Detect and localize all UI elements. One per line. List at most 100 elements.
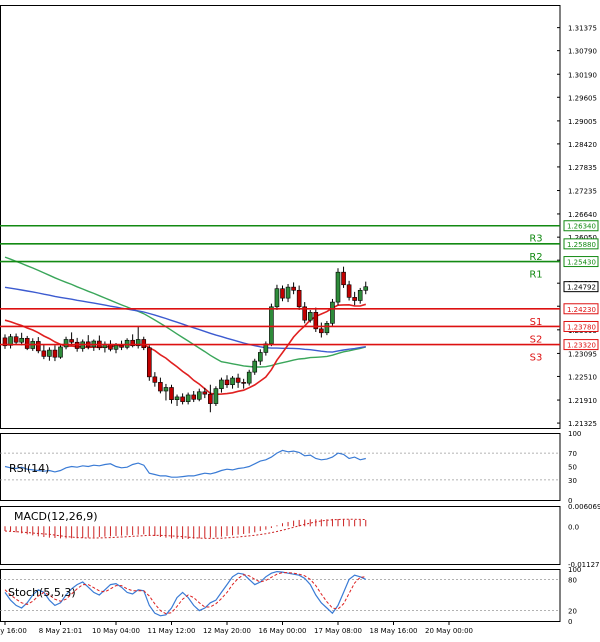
candle-body	[2, 337, 8, 347]
panel-frame-macd	[0, 506, 561, 565]
candle-body	[130, 339, 135, 347]
candle-body	[191, 394, 196, 400]
level-price-tag-r1	[563, 256, 599, 268]
candle-body	[252, 360, 258, 373]
sma-blue-line	[4, 286, 366, 353]
macd-signal-line	[4, 518, 366, 539]
candle-body	[158, 382, 163, 392]
candle-body	[235, 377, 241, 383]
stoch-panel-label: Stoch(5,5,3)	[8, 586, 76, 599]
price-axis-tick-label: 1.27835	[568, 164, 597, 172]
level-price-tag-s3	[563, 339, 599, 351]
rsi-axis-tick-label: 100	[568, 430, 581, 438]
candle-body	[180, 396, 185, 402]
candle-body	[113, 345, 119, 350]
price-axis-tick-label: 1.26640	[568, 211, 597, 219]
candle-body	[219, 379, 224, 389]
price-axis-tick-label: 1.21325	[568, 420, 597, 428]
candle-body	[35, 341, 41, 352]
panel-frame-price	[0, 5, 561, 429]
stoch-d-line	[4, 572, 366, 615]
candle-body	[69, 339, 74, 343]
candle-body	[135, 339, 141, 347]
x-axis-tick-label: 10 May 04:00	[92, 627, 140, 635]
x-axis-tick-label: 7 May 16:00	[0, 627, 27, 635]
level-price-tag-s2	[563, 320, 599, 332]
level-price-tag-s1	[563, 303, 599, 315]
x-axis-tick-label: 12 May 20:00	[203, 627, 251, 635]
candle-body	[152, 376, 158, 383]
stoch-k-line	[4, 570, 367, 617]
candle-body	[208, 393, 213, 404]
candle-body	[363, 286, 369, 291]
candle-body	[357, 289, 363, 301]
candle-body	[213, 388, 219, 404]
candle-body	[58, 346, 63, 358]
level-price-label: 1.26340	[567, 223, 596, 231]
candle-body	[163, 387, 169, 392]
level-price-tag-r3	[563, 220, 599, 232]
current-price-label: 1.24792	[567, 284, 596, 292]
candle-body	[52, 349, 58, 358]
price-axis-tick-label: 1.23095	[568, 350, 597, 358]
stoch-axis-tick-label: 20	[568, 608, 577, 616]
candle-body	[324, 323, 330, 334]
price-axis-tick-label: 1.31375	[568, 25, 597, 33]
candle-body	[230, 377, 235, 386]
level-price-tag-r2	[563, 238, 599, 250]
level-price-label: 1.24230	[567, 306, 596, 314]
candle-body	[319, 328, 324, 334]
candle-body	[63, 339, 69, 348]
candle-body	[257, 352, 263, 362]
rsi-axis-tick-label: 70	[568, 450, 577, 458]
candle-body	[335, 271, 341, 303]
candle-body	[202, 391, 208, 395]
x-axis-tick-label: 8 May 21:01	[39, 627, 83, 635]
price-axis-tick-label: 1.30190	[568, 71, 597, 79]
candle-body	[291, 286, 296, 291]
candle-body	[185, 394, 191, 402]
candle-body	[119, 345, 124, 348]
candle-body	[346, 284, 352, 298]
macd-axis-tick-label: 0.006069	[568, 503, 600, 511]
rsi-axis-tick-label: 0	[568, 497, 572, 505]
price-axis-tick-label: 1.22510	[568, 373, 597, 381]
sma-green-line	[4, 256, 366, 368]
price-axis-tick-label: 1.29605	[568, 94, 597, 102]
candle-body	[13, 336, 19, 343]
current-price-tag	[563, 281, 599, 293]
panel-frame-stoch	[0, 569, 561, 622]
macd-panel-label: MACD(12,26,9)	[14, 510, 98, 523]
candle-body	[224, 379, 230, 386]
x-axis-tick-label: 16 May 00:00	[258, 627, 306, 635]
rsi-panel-label: RSI(14)	[9, 462, 49, 475]
level-price-label: 1.23320	[567, 342, 596, 350]
rsi-axis-tick-label: 50	[568, 464, 577, 472]
rsi-axis-tick-label: 30	[568, 477, 577, 485]
candle-body	[307, 312, 313, 321]
level-label-s1: S1	[530, 317, 543, 328]
price-axis-tick-label: 1.28420	[568, 141, 597, 149]
level-price-label: 1.25430	[567, 259, 596, 267]
candle-body	[296, 289, 302, 308]
price-axis-tick-label: 1.27235	[568, 188, 597, 196]
candle-body	[285, 286, 291, 299]
stoch-axis-tick-label: 0	[568, 618, 572, 626]
level-price-label: 1.23780	[567, 323, 596, 331]
candle-body	[246, 371, 252, 384]
price-axis-tick-label: 1.30790	[568, 48, 597, 56]
candle-body	[269, 306, 274, 345]
candle-body	[147, 347, 152, 378]
candle-body	[41, 350, 47, 357]
candle-body	[241, 382, 246, 384]
candle-body	[330, 301, 335, 324]
x-axis-tick-label: 20 May 00:00	[425, 627, 473, 635]
level-label-r2: R2	[529, 252, 542, 263]
x-axis-tick-label: 11 May 12:00	[147, 627, 195, 635]
candle-body	[24, 337, 30, 349]
candle-body	[196, 391, 202, 400]
x-axis-tick-label: 17 May 08:00	[314, 627, 362, 635]
candle-body	[302, 306, 308, 321]
